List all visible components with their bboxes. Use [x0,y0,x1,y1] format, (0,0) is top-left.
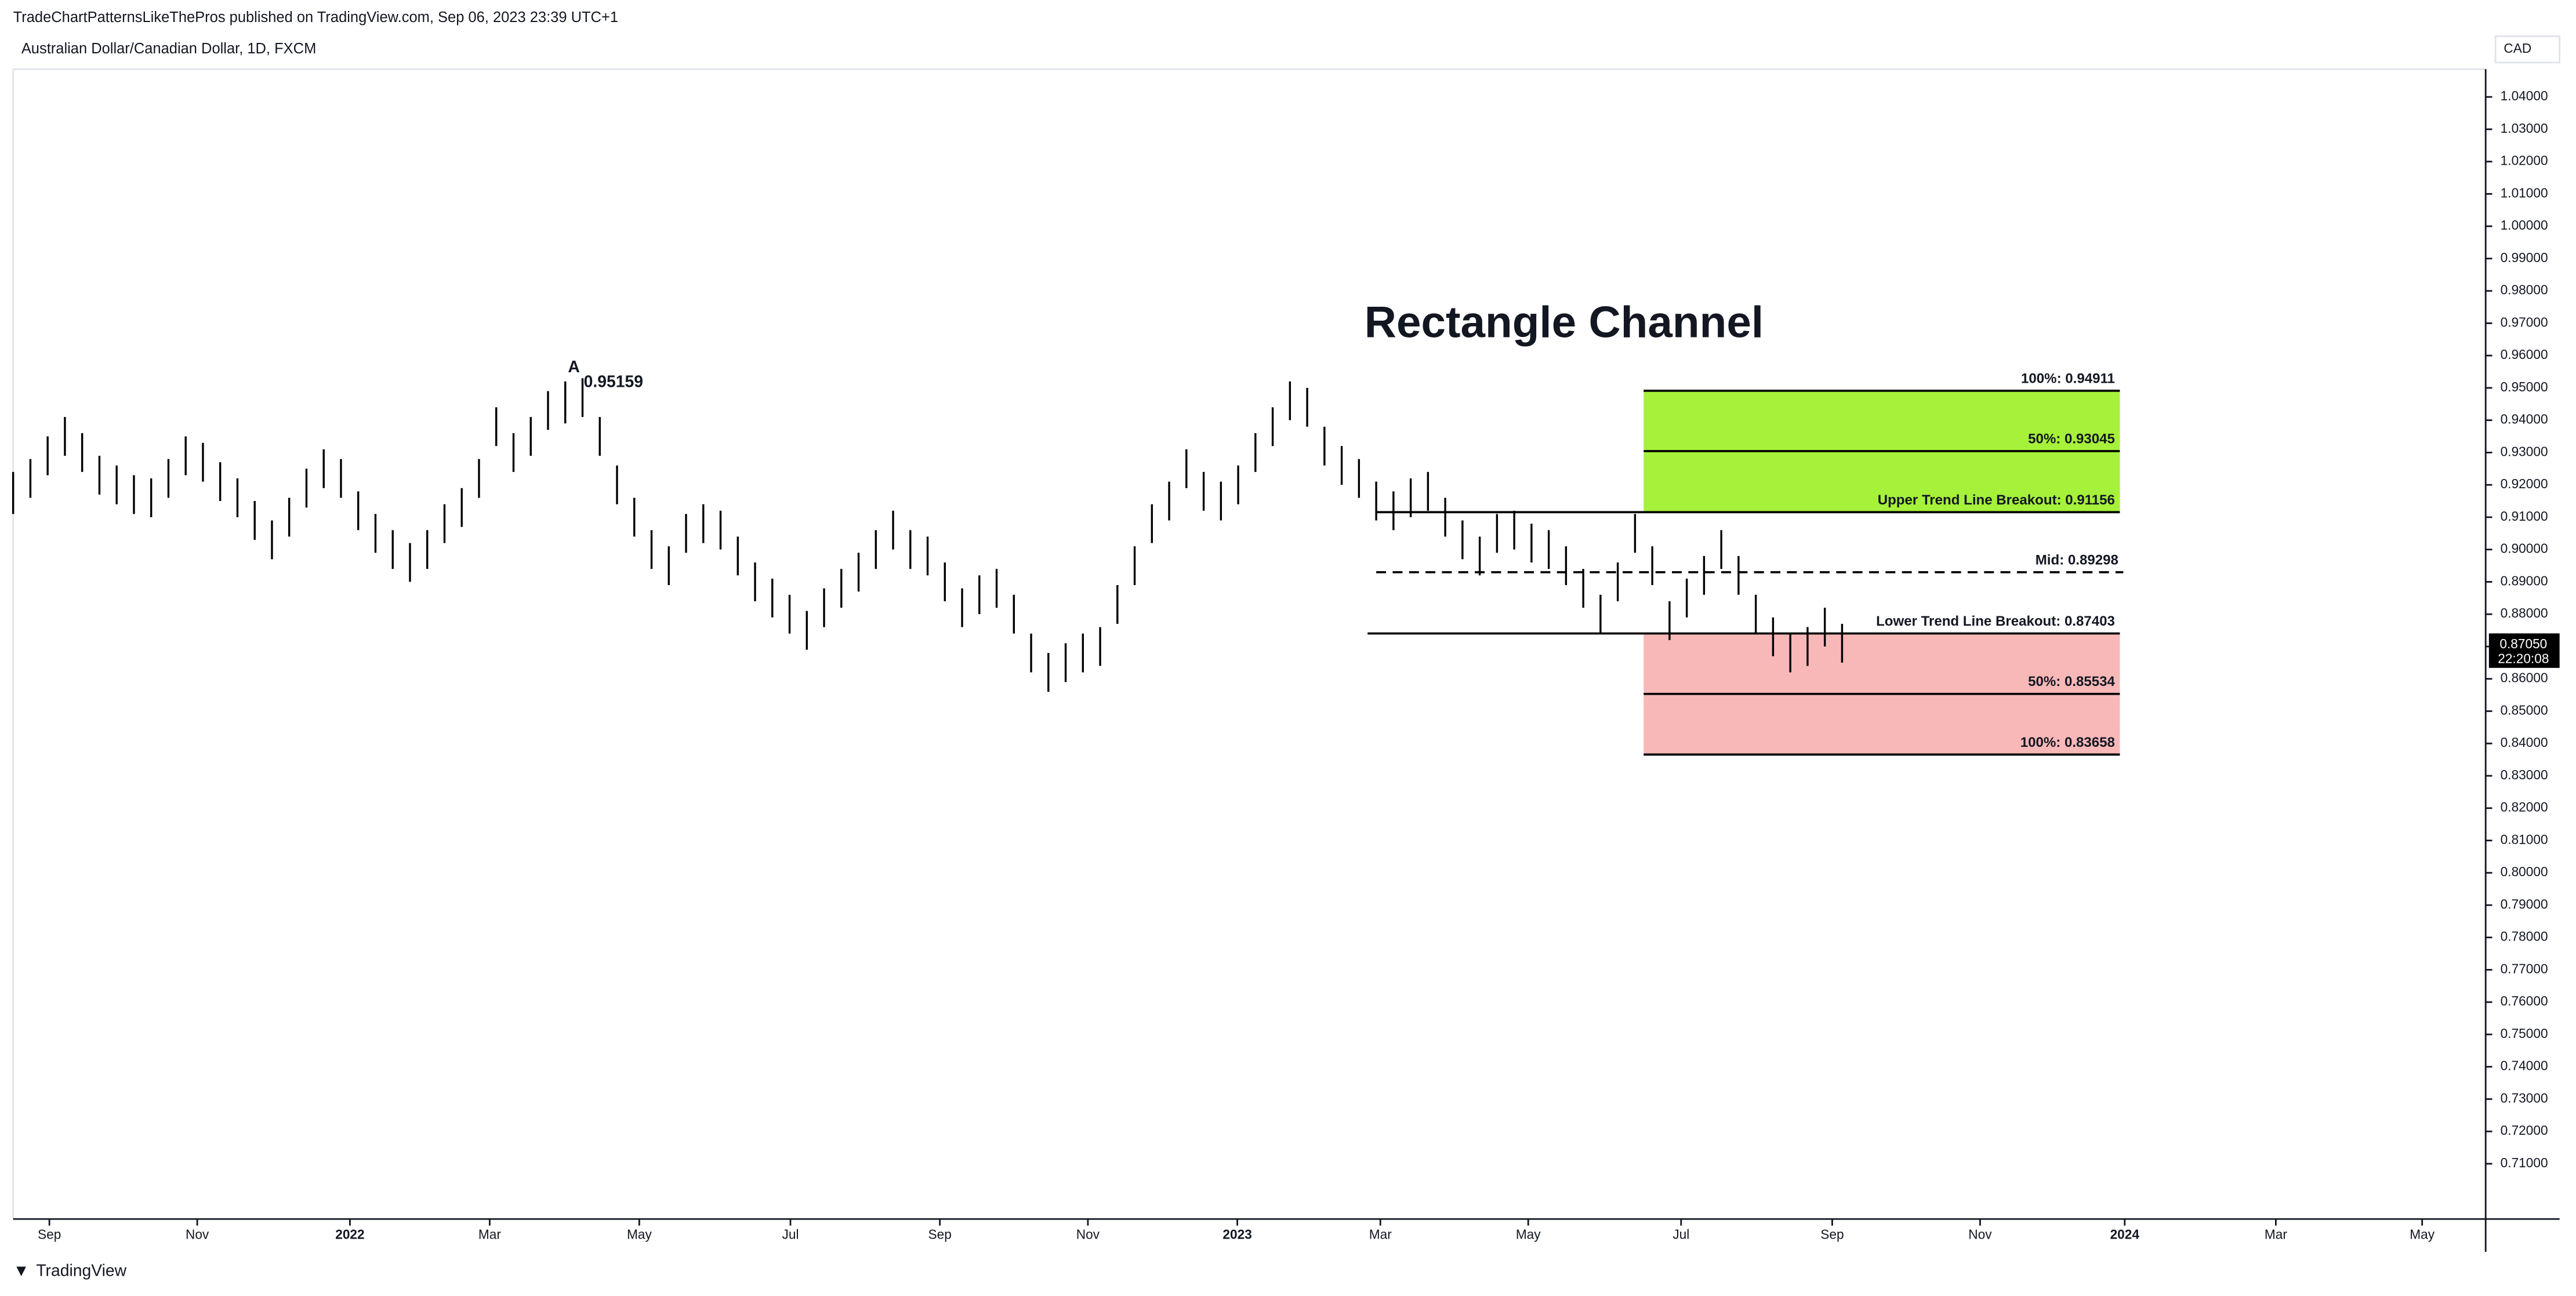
y-tick-label: 0.88000 [2501,605,2548,620]
y-tick-label: 0.76000 [2501,993,2548,1008]
level-label: 100%: 0.83658 [2020,735,2115,750]
y-tick-label: 0.80000 [2501,864,2548,879]
countdown: 22:20:08 [2498,651,2549,666]
y-tick-label: 0.72000 [2501,1123,2548,1138]
y-tick-label: 0.74000 [2501,1058,2548,1073]
footer: TradingView [36,1261,126,1280]
y-tick-label: 0.98000 [2501,282,2548,297]
y-tick-label: 0.81000 [2501,832,2548,847]
y-tick-label: 0.93000 [2501,444,2548,459]
peak-name: A [568,358,579,376]
y-tick-label: 0.95000 [2501,379,2548,394]
y-tick-label: 0.83000 [2501,767,2548,782]
y-tick-label: 0.73000 [2501,1090,2548,1105]
x-tick-label: May [1516,1227,1541,1242]
y-tick-label: 0.78000 [2501,929,2548,944]
symbol: Australian Dollar/Canadian Dollar, 1D, F… [21,41,316,57]
x-tick-label: Mar [478,1227,501,1242]
x-tick-label: 2023 [1222,1227,1251,1242]
y-tick-label: 0.92000 [2501,476,2548,491]
level-label: 50%: 0.85534 [2028,674,2115,689]
y-tick-label: 0.97000 [2501,314,2548,329]
y-tick-label: 0.77000 [2501,961,2548,976]
x-tick-label: Mar [1369,1227,1392,1242]
x-tick-label: 2022 [335,1227,364,1242]
y-tick-label: 1.04000 [2501,88,2548,103]
level-label: 50%: 0.93045 [2028,431,2115,446]
x-tick-label: May [627,1227,652,1242]
last-price-box [2488,633,2560,668]
x-tick-label: Sep [928,1227,952,1242]
x-tick-label: Mar [2265,1227,2287,1242]
x-tick-label: Jul [1672,1227,1689,1242]
y-tick-label: 0.96000 [2501,347,2548,362]
y-tick-label: 0.85000 [2501,702,2548,717]
y-tick-label: 0.75000 [2501,1026,2548,1041]
pattern-title: Rectangle Channel [1365,297,1764,347]
level-label: Mid: 0.89298 [2036,552,2118,568]
publisher: TradeChartPatternsLikeThePros published … [13,9,618,26]
x-tick-label: Sep [1820,1227,1844,1242]
y-tick-label: 1.03000 [2501,121,2548,136]
y-tick-label: 1.02000 [2501,153,2548,168]
x-tick-label: Jul [782,1227,799,1242]
x-tick-label: Nov [1968,1227,1992,1242]
y-tick-label: 0.89000 [2501,573,2548,588]
y-tick-label: 0.91000 [2501,509,2548,524]
last-price: 0.87050 [2499,636,2547,651]
y-tick-label: 0.79000 [2501,896,2548,912]
peak-label: 0.95159 [584,373,643,391]
y-tick-label: 0.82000 [2501,800,2548,815]
x-tick-label: Sep [38,1227,61,1242]
y-tick-label: 0.90000 [2501,541,2548,556]
currency-box [2494,35,2561,64]
y-tick-label: 0.99000 [2501,250,2548,265]
y-tick-label: 1.01000 [2501,185,2548,200]
x-tick-label: Nov [1076,1227,1100,1242]
currency: CAD [2504,41,2531,56]
x-tick-label: 2024 [2110,1227,2140,1242]
logo-mark: ▼ [13,1261,30,1280]
y-tick-label: 0.94000 [2501,412,2548,427]
level-label: 100%: 0.94911 [2021,371,2115,386]
x-tick-label: Nov [186,1227,209,1242]
y-tick-label: 0.86000 [2501,670,2548,685]
y-tick-label: 1.00000 [2501,217,2548,233]
level-label: Lower Trend Line Breakout: 0.87403 [1876,613,2115,629]
x-tick-label: May [2410,1227,2434,1242]
y-tick-label: 0.84000 [2501,735,2548,750]
level-label: Upper Trend Line Breakout: 0.91156 [1878,492,2115,508]
y-tick-label: 0.71000 [2501,1155,2548,1170]
